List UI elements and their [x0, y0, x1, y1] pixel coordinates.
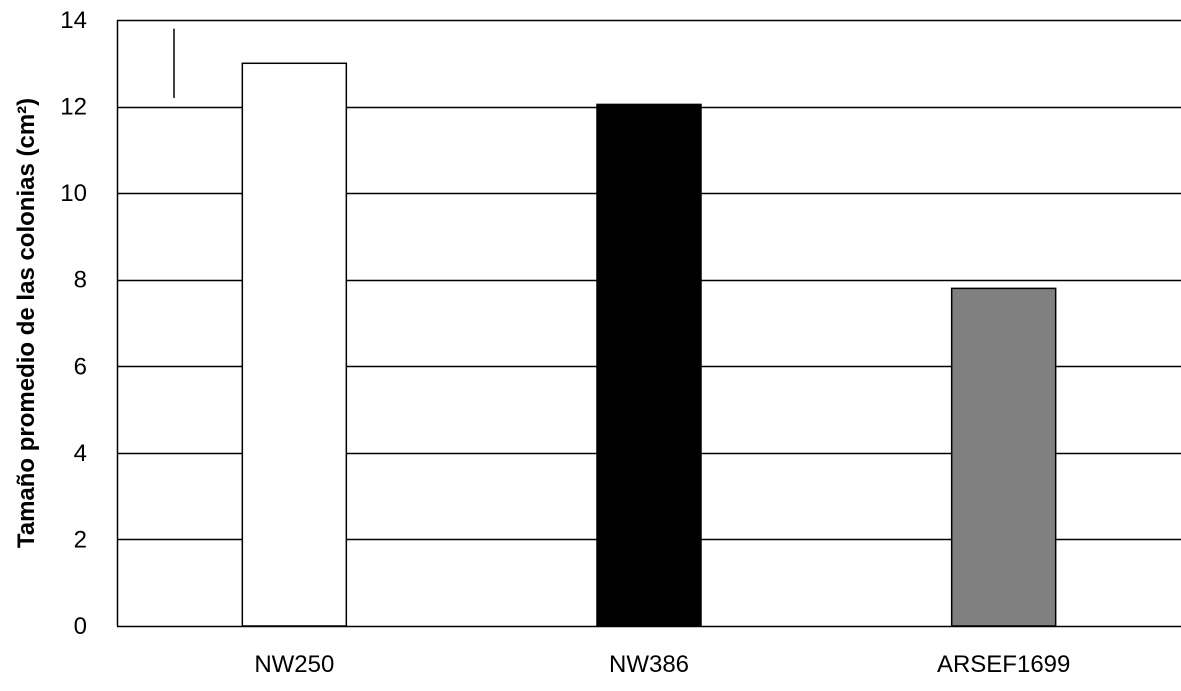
y-tick-label-2: 2: [74, 526, 87, 553]
y-tick-label-8: 8: [74, 267, 87, 294]
y-tick-label-14: 14: [60, 7, 87, 34]
bar-nw250: [241, 62, 348, 627]
y-tick-label-4: 4: [74, 440, 87, 467]
bar-nw386: [596, 103, 702, 627]
y-tick-label-10: 10: [60, 180, 87, 207]
x-tick-label-nw250: NW250: [254, 651, 334, 678]
bar-arsef1699: [950, 287, 1057, 627]
y-axis-title: Tamaño promedio de las colonias (cm²): [13, 98, 40, 548]
y-tick-label-6: 6: [74, 353, 87, 380]
x-tick-label-arsef1699: ARSEF1699: [937, 651, 1070, 678]
x-tick-label-nw386: NW386: [609, 651, 689, 678]
y-tick-label-0: 0: [74, 613, 87, 640]
y-tick-label-12: 12: [60, 94, 87, 121]
